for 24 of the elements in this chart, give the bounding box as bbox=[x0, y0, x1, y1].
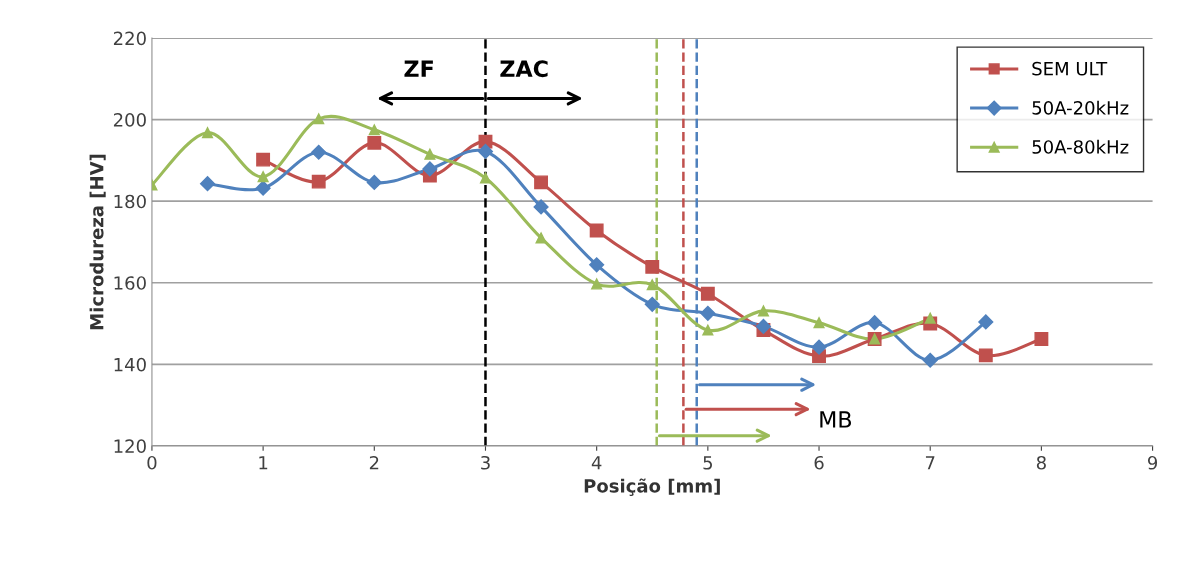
x-tick-label: 8 bbox=[1036, 455, 1046, 470]
annotation: ZF bbox=[404, 60, 433, 77]
legend-label: 50A-80kHz bbox=[1032, 139, 1129, 154]
annotation: MB bbox=[820, 411, 852, 428]
legend-label: SEM ULT bbox=[1032, 61, 1108, 76]
y-tick-label: 220 bbox=[113, 31, 146, 46]
x-tick-label: 2 bbox=[369, 455, 379, 470]
x-tick-label: 4 bbox=[591, 456, 602, 470]
y-tick-label: 120 bbox=[114, 439, 146, 453]
y-tick-label: 180 bbox=[114, 194, 146, 209]
y-axis-title: Microdureza [HV] bbox=[89, 154, 106, 330]
x-axis-title: Posição [mm] bbox=[584, 478, 720, 496]
x-tick-label: 5 bbox=[703, 456, 713, 470]
x-tick-label: 1 bbox=[259, 456, 268, 470]
x-tick-label: 6 bbox=[814, 455, 824, 470]
y-tick-label: 160 bbox=[114, 276, 146, 290]
x-tick-label: 9 bbox=[1147, 455, 1158, 470]
legend-label: 50A-20kHz bbox=[1032, 100, 1129, 115]
x-tick-label: 7 bbox=[925, 456, 935, 470]
y-tick-label: 140 bbox=[114, 357, 146, 372]
x-tick-label: 0 bbox=[147, 455, 157, 470]
y-tick-label: 200 bbox=[113, 113, 146, 127]
annotation: ZAC bbox=[500, 60, 548, 78]
x-tick-label: 3 bbox=[481, 455, 490, 470]
